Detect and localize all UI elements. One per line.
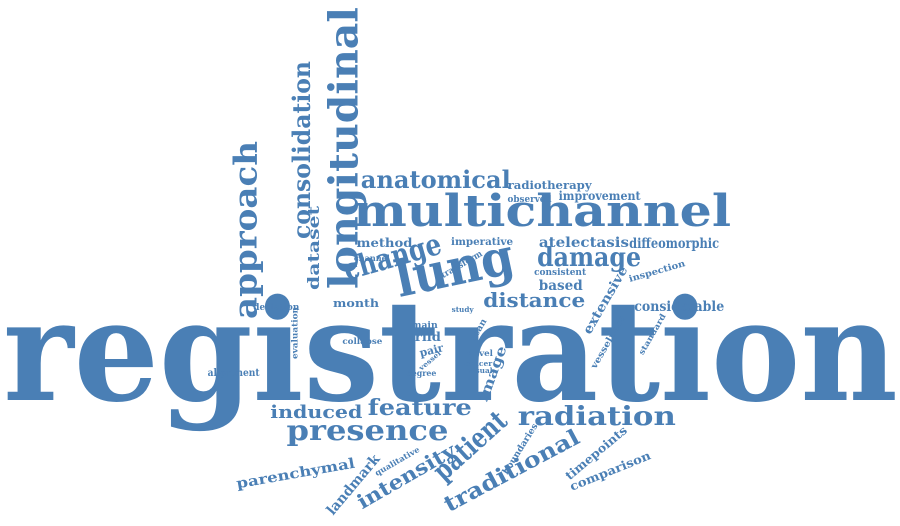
word-parenchymal: parenchymal xyxy=(235,455,357,493)
word-collapse: collapse xyxy=(342,336,382,346)
word-consistent: consistent xyxy=(533,267,586,278)
word-anatomical: anatomical xyxy=(360,165,512,194)
word-alignment: alignment xyxy=(207,368,261,379)
word-diffeomorphic: diffeomorphic xyxy=(628,236,720,252)
word-dataset: dataset xyxy=(303,205,323,291)
word-feature: feature xyxy=(367,395,473,421)
word-study: study xyxy=(451,304,474,314)
word-damage: damage xyxy=(537,243,641,273)
word-method: method xyxy=(356,236,412,250)
word-deviation: deviation xyxy=(252,302,300,313)
word-radiotherapy: radiotherapy xyxy=(508,178,592,192)
word-imperative: imperative xyxy=(450,237,513,248)
word-based: based xyxy=(538,278,583,294)
word-multichannel: multichannel xyxy=(353,186,731,237)
word-evaluation: evaluation xyxy=(288,306,299,360)
word-month: month xyxy=(333,296,379,310)
word-visual: visual xyxy=(467,365,492,375)
word-improvement: improvement xyxy=(559,189,641,203)
word-main: main xyxy=(411,320,438,331)
word-rild: rild xyxy=(414,330,442,344)
word-considerable: considerable xyxy=(634,299,724,315)
word-approach: approach xyxy=(226,140,265,320)
word-atelectasis: atelectasis xyxy=(538,235,630,251)
word-observed: observed xyxy=(507,194,553,205)
word-channel: channel xyxy=(353,253,390,263)
word-radiation: radiation xyxy=(517,402,677,432)
word-induced: induced xyxy=(269,402,363,423)
word-degree: degree xyxy=(405,368,436,378)
word-presence: presence xyxy=(286,414,448,447)
word-novel: novel xyxy=(466,348,494,358)
word-distance: distance xyxy=(482,288,586,312)
word-cancer: cancer xyxy=(463,358,492,368)
word-registration: registration xyxy=(2,270,898,434)
